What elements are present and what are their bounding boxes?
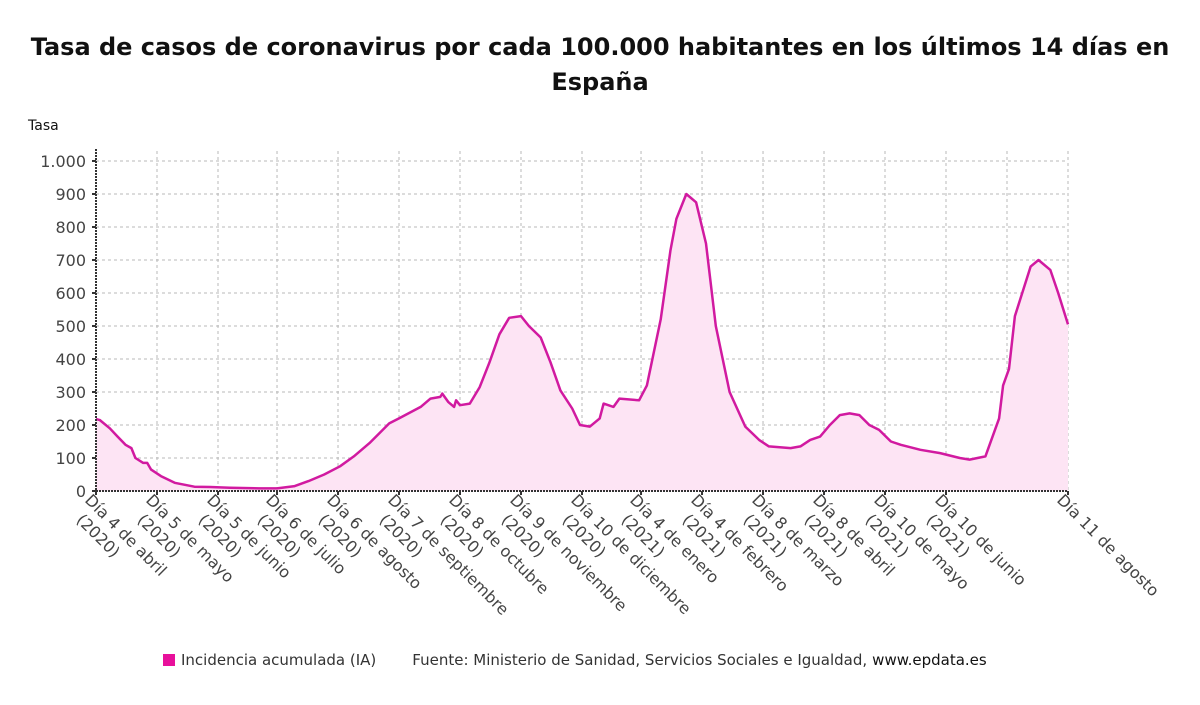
y-axis-label: Tasa (28, 118, 59, 134)
y-tick-label: 400 (55, 350, 86, 369)
y-axis-ticks: 0 100 200 300 400 500 600 700 800 900 1.000 (40, 152, 96, 501)
y-tick-label: 1.000 (40, 152, 86, 171)
y-tick-label: 500 (55, 317, 86, 336)
y-tick-label: 800 (55, 218, 86, 237)
y-tick-label: 900 (55, 185, 86, 204)
x-tick-label-line: Día 7 de septiembre (384, 490, 512, 618)
source-site: www.epdata.es (872, 651, 987, 669)
x-tick-label-line: Día 9 de noviembre (506, 490, 631, 615)
legend: Incidencia acumulada (IA) Fuente: Minist… (163, 651, 987, 669)
x-tick-label-line: Día 11 de agosto (1053, 490, 1163, 600)
y-tick-label: 700 (55, 251, 86, 270)
series-line (95, 192, 1070, 490)
chart-canvas: 0 100 200 300 400 500 600 700 800 900 1.000 Día 4 … (40, 149, 1163, 619)
x-tick-label: Día 11 de agosto (1053, 490, 1163, 600)
y-tick-label: 600 (55, 284, 86, 303)
legend-series-label: Incidencia acumulada (IA) (181, 651, 377, 669)
chart-title: Tasa de casos de coronavirus por cada 10… (30, 33, 1170, 96)
series-area (96, 194, 1068, 491)
y-tick-label: 0 (76, 482, 86, 501)
legend-swatch (163, 654, 175, 666)
y-tick-label: 300 (55, 383, 86, 402)
x-axis-ticks: Día 4 de abril(2020) Día 5 de mayo(2020) D… (73, 490, 1163, 618)
y-tick-label: 200 (55, 416, 86, 435)
y-tick-label: 100 (55, 449, 86, 468)
source-text: Fuente: Ministerio de Sanidad, Servicios… (412, 651, 868, 669)
